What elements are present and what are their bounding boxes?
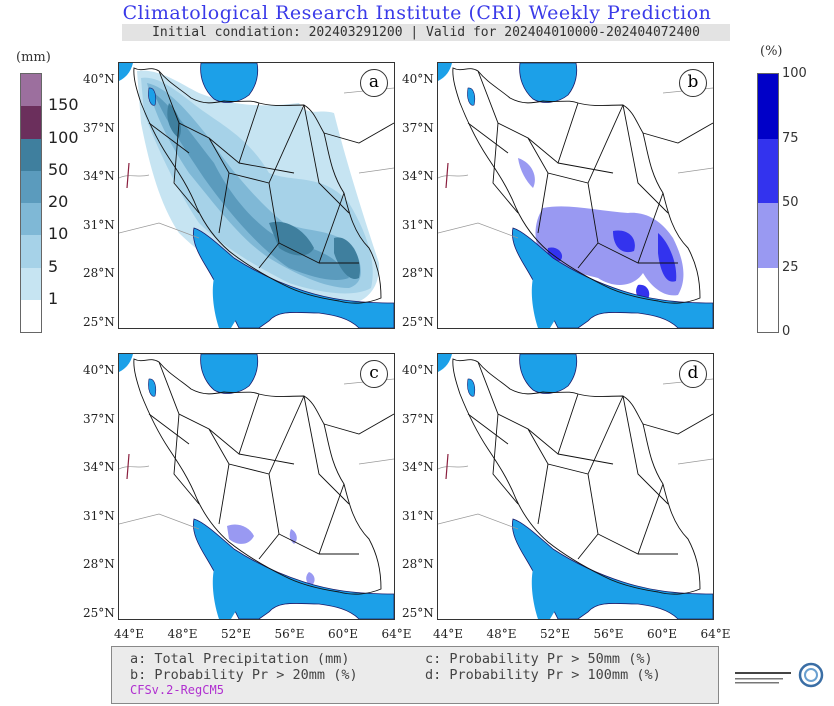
precip-level-5: 5 — [48, 256, 59, 276]
precip-colorbar — [20, 73, 42, 333]
precip-level-20: 20 — [48, 192, 69, 211]
lat-tick: 31°N — [83, 508, 115, 523]
panel-letter-a: a — [360, 69, 388, 97]
precip-color-7 — [21, 299, 41, 332]
prob-color-1 — [758, 138, 778, 203]
precip-color-5 — [21, 235, 41, 268]
lon-tick: 52°E — [540, 627, 571, 641]
footer-c: c: Probability Pr > 50mm (%) — [425, 651, 653, 667]
lat-tick: 37°N — [83, 120, 115, 135]
map-panel-d: d — [437, 353, 714, 620]
lat-tick: 31°N — [402, 508, 434, 523]
precip-color-3 — [21, 170, 41, 203]
map-panel-a: a — [118, 62, 395, 329]
lat-tick: 37°N — [402, 120, 434, 135]
lon-tick: 48°E — [167, 627, 198, 641]
precip-color-4 — [21, 203, 41, 236]
precip-color-2 — [21, 138, 41, 171]
lon-tick: 60°E — [328, 627, 359, 641]
lat-tick: 34°N — [83, 169, 115, 183]
lon-tick: 56°E — [274, 627, 305, 641]
map-b-svg — [438, 63, 713, 328]
lat-tick: 34°N — [402, 169, 434, 183]
lat-tick: 40°N — [83, 363, 115, 377]
panel-letter-d: d — [679, 360, 707, 388]
page-subtitle: Initial condiation: 202403291200 | Valid… — [122, 24, 730, 41]
lat-tick: 37°N — [402, 411, 434, 426]
prob-color-2 — [758, 203, 778, 268]
lat-tick: 25°N — [83, 314, 115, 329]
footer-legend: a: Total Precipitation (mm) c: Probabili… — [111, 646, 719, 704]
lat-tick: 25°N — [402, 605, 434, 620]
prob50-field — [227, 524, 315, 586]
precip-level-1: 1 — [48, 288, 59, 308]
lat-tick: 25°N — [83, 605, 115, 620]
precip-unit: (mm) — [16, 50, 51, 65]
lat-tick: 25°N — [402, 314, 434, 329]
page-title: Climatological Research Institute (CRI) … — [122, 2, 712, 24]
precip-level-10: 10 — [48, 224, 69, 244]
prob20-field — [518, 158, 684, 301]
footer-b: b: Probability Pr > 20mm (%) — [130, 667, 358, 683]
prob-level-100: 100 — [782, 66, 807, 81]
map-a-svg — [119, 63, 394, 328]
lat-tick: 28°N — [402, 557, 434, 571]
prob-unit: (%) — [760, 44, 783, 59]
panel-letter-c: c — [360, 360, 388, 388]
map-c-svg — [119, 354, 394, 619]
model-name: CFSv.2-RegCM5 — [130, 683, 224, 697]
lon-tick: 52°E — [221, 627, 252, 641]
prob-color-3 — [758, 267, 778, 332]
lat-tick: 40°N — [402, 72, 434, 86]
map-panel-c: c — [118, 353, 395, 620]
prob-colorbar — [757, 73, 779, 333]
prob-color-0 — [758, 74, 778, 139]
precip-level-100: 100 — [48, 127, 79, 147]
precip-color-6 — [21, 267, 41, 300]
prob-level-0: 0 — [782, 324, 791, 339]
lat-tick: 40°N — [83, 72, 115, 86]
lon-tick: 44°E — [114, 627, 145, 641]
prob-level-75: 75 — [782, 130, 799, 146]
lat-tick: 31°N — [83, 217, 115, 232]
precip-level-50: 50 — [48, 159, 69, 179]
lat-tick: 28°N — [83, 557, 115, 571]
footer-a: a: Total Precipitation (mm) — [130, 651, 350, 667]
precip-color-0 — [21, 74, 41, 107]
lat-tick: 40°N — [402, 363, 434, 377]
lat-tick: 28°N — [402, 266, 434, 280]
prob-level-25: 25 — [782, 259, 799, 275]
lat-tick: 37°N — [83, 411, 115, 426]
lon-tick: 56°E — [593, 627, 624, 641]
panel-letter-b: b — [679, 69, 707, 97]
map-panel-b: b — [437, 62, 714, 329]
lon-tick: 64°E — [700, 627, 731, 641]
lon-tick: 64°E — [381, 627, 412, 641]
lat-tick: 28°N — [83, 266, 115, 280]
lon-tick: 48°E — [486, 627, 517, 641]
lat-tick: 31°N — [402, 217, 434, 232]
precip-color-1 — [21, 106, 41, 139]
lon-tick: 60°E — [647, 627, 678, 641]
footer-d: d: Probability Pr > 100mm (%) — [425, 667, 661, 683]
lon-tick: 44°E — [433, 627, 464, 641]
institute-logo — [733, 660, 825, 700]
lat-tick: 34°N — [402, 460, 434, 474]
map-d-svg — [438, 354, 713, 619]
precip-level-150: 150 — [48, 95, 79, 115]
prob-level-50: 50 — [782, 195, 799, 210]
lat-tick: 34°N — [83, 460, 115, 474]
